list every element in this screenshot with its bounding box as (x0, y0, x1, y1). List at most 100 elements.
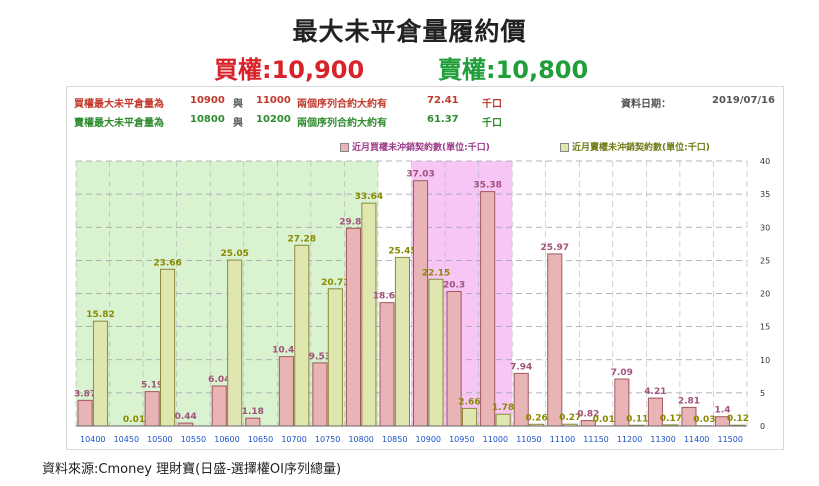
put-bar (394, 256, 410, 427)
call-data-label: 3.87 (74, 389, 96, 399)
legend-call: 近月買權未沖銷契約數(單位:千口) (340, 140, 490, 153)
legend-put-swatch (560, 143, 569, 152)
call-data-label: 1.18 (242, 407, 264, 417)
call-data-label: 7.09 (611, 368, 633, 378)
put-data-label: 0.17 (660, 414, 682, 424)
call-bar (547, 253, 563, 427)
call-data-label: 7.94 (510, 362, 532, 372)
x-tick-label: 11050 (516, 435, 541, 444)
call-data-label: 0.82 (577, 410, 599, 420)
y-tick-label: 40 (760, 157, 770, 166)
x-tick-label: 11200 (617, 435, 642, 444)
x-tick-label: 10750 (315, 435, 340, 444)
put-data-label: 0.01 (593, 415, 615, 425)
call-data-label: 6.04 (208, 375, 230, 385)
call-max-strike: 買權:10,900 (214, 56, 365, 84)
call-bar (211, 385, 227, 427)
source-note: 資料來源:Cmoney 理財寶(日盛-選擇權OI序列總量) (42, 462, 342, 477)
y-tick-label: 35 (760, 190, 770, 199)
y-tick-label: 25 (760, 256, 770, 265)
put-bar (92, 320, 109, 427)
x-tick-label: 10850 (382, 435, 407, 444)
put-max-strike: 賣權:10,800 (438, 56, 589, 84)
put-bar (361, 202, 377, 427)
put-info-strike1: 10800 (190, 114, 225, 125)
call-bar (379, 302, 395, 427)
call-data-label: 0.44 (175, 412, 197, 422)
put-info-strike2: 10200 (256, 114, 291, 125)
x-tick-label: 11000 (483, 435, 508, 444)
legend-call-swatch (340, 143, 349, 152)
x-tick-label: 10400 (80, 435, 105, 444)
put-bar (327, 288, 343, 427)
put-bar (294, 244, 310, 427)
call-bar (77, 399, 93, 427)
put-data-label: 0.11 (626, 414, 648, 424)
call-data-label: 1.4 (715, 406, 731, 416)
put-bar (428, 278, 444, 427)
call-data-label: 5.19 (141, 381, 163, 391)
put-data-label: 0.01 (123, 415, 145, 425)
call-bar (413, 180, 429, 427)
date-value: 2019/07/16 (712, 95, 775, 106)
x-tick-label: 11500 (717, 435, 742, 444)
legend-put: 近月賣權未沖銷契約數(單位:千口) (560, 140, 710, 153)
put-bar (160, 268, 176, 427)
call-bar (480, 191, 496, 427)
y-tick-label: 10 (760, 356, 770, 365)
put-data-label: 20.71 (321, 278, 349, 288)
put-data-label: 25.05 (220, 249, 248, 259)
x-tick-label: 11300 (650, 435, 675, 444)
call-data-label: 35.38 (473, 181, 501, 191)
put-data-label: 15.82 (86, 310, 114, 320)
x-tick-label: 11400 (684, 435, 709, 444)
call-data-label: 18.62 (373, 292, 401, 302)
put-info-label: 賣權最大未平倉量為 (74, 118, 164, 129)
legend-call-label: 近月買權未沖銷契約數(單位:千口) (352, 143, 490, 153)
x-tick-label: 10600 (214, 435, 239, 444)
y-tick-label: 20 (760, 290, 770, 299)
y-tick-label: 5 (760, 389, 765, 398)
put-data-label: 0.12 (727, 414, 749, 424)
put-data-label: 25.45 (388, 246, 416, 256)
put-data-label: 0.27 (559, 413, 581, 423)
put-bar (227, 259, 243, 427)
put-data-label: 0.26 (526, 413, 548, 423)
put-data-label: 33.64 (355, 192, 383, 202)
call-data-label: 10.47 (272, 346, 300, 356)
chart-title: 最大未平倉量履約價 (292, 17, 527, 46)
call-data-label: 25.97 (541, 243, 569, 253)
put-data-label: 27.28 (288, 234, 316, 244)
x-tick-label: 11150 (583, 435, 608, 444)
put-data-label: 22.15 (422, 268, 450, 278)
call-info-desc: 兩個序列合約大約有 (297, 99, 387, 110)
x-tick-label: 10500 (147, 435, 172, 444)
call-info-value: 72.41 (427, 95, 459, 106)
call-bar (245, 417, 261, 427)
put-bar (461, 407, 478, 427)
y-tick-label: 15 (760, 323, 770, 332)
put-data-label: 1.78 (492, 403, 514, 413)
x-tick-label: 10900 (416, 435, 441, 444)
call-data-label: 2.81 (678, 396, 700, 406)
put-bar (495, 413, 511, 427)
y-tick-label: 0 (760, 422, 765, 431)
x-tick-label: 10650 (248, 435, 273, 444)
call-data-label: 4.21 (644, 387, 666, 397)
call-data-label: 9.53 (309, 352, 331, 362)
put-info-value: 61.37 (427, 114, 459, 125)
call-data-label: 29.84 (339, 217, 367, 227)
call-info-label: 買權最大未平倉量為 (74, 99, 164, 110)
x-tick-label: 10450 (114, 435, 139, 444)
x-tick-label: 11100 (550, 435, 575, 444)
call-info-conj: 與 (233, 99, 243, 110)
call-data-label: 20.3 (443, 281, 465, 291)
put-info-desc: 兩個序列合約大約有 (297, 118, 387, 129)
x-tick-label: 10950 (449, 435, 474, 444)
call-info-strike2: 11000 (256, 95, 291, 106)
put-data-label: 0.03 (693, 415, 715, 425)
call-bar (312, 362, 328, 427)
put-data-label: 2.66 (458, 397, 480, 407)
call-bar (278, 356, 294, 427)
